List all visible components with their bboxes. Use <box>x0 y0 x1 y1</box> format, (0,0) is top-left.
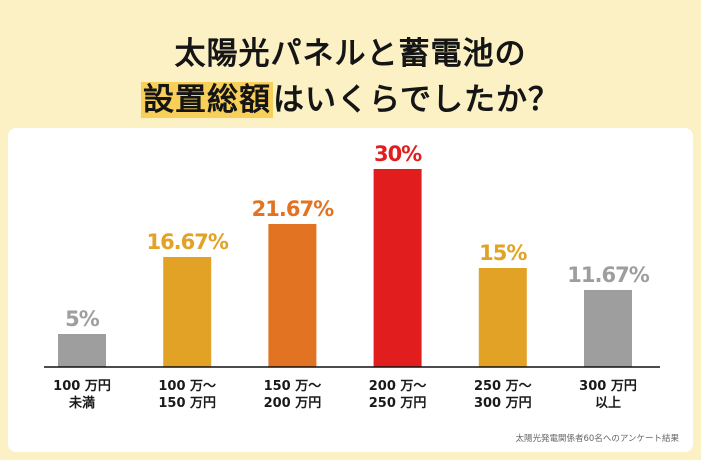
data-label: 21.67% <box>252 197 334 221</box>
category-label: 以上 <box>595 396 621 411</box>
category-label: 150 万円 <box>158 396 216 411</box>
bar <box>163 256 212 367</box>
category-label: 200 万円 <box>264 396 322 411</box>
bar <box>478 268 527 367</box>
data-label: 11.67% <box>567 263 649 287</box>
bar <box>268 223 317 367</box>
data-label: 16.67% <box>146 230 228 254</box>
category-label: 300 万円 <box>579 379 637 394</box>
category-label: 300 万円 <box>474 396 532 411</box>
category-label: 250 万円 <box>369 396 427 411</box>
title-line-1: 太陽光パネルと蓄電池の <box>174 36 527 72</box>
data-label: 15% <box>479 241 527 265</box>
bar <box>373 169 422 367</box>
category-label: 100 万〜 <box>158 379 216 394</box>
category-label: 未満 <box>68 395 95 411</box>
category-label: 100 万円 <box>53 379 111 394</box>
title-rest: はいくらでしたか？ <box>272 82 561 118</box>
data-label: 5% <box>65 307 100 331</box>
source-note: 太陽光発電関係者60名へのアンケート結果 <box>515 434 679 444</box>
title-line-2: 設置総額はいくらでしたか？ <box>0 74 701 119</box>
category-label: 250 万〜 <box>474 379 532 394</box>
category-label: 200 万〜 <box>369 379 427 394</box>
data-label: 30% <box>374 142 422 166</box>
title-highlight: 設置総額 <box>140 82 273 118</box>
chart-card: 太陽光発電関係者60名へのアンケート結果 <box>8 128 693 452</box>
category-label: 150 万〜 <box>264 379 322 394</box>
bar <box>584 289 632 367</box>
bar <box>58 334 106 367</box>
